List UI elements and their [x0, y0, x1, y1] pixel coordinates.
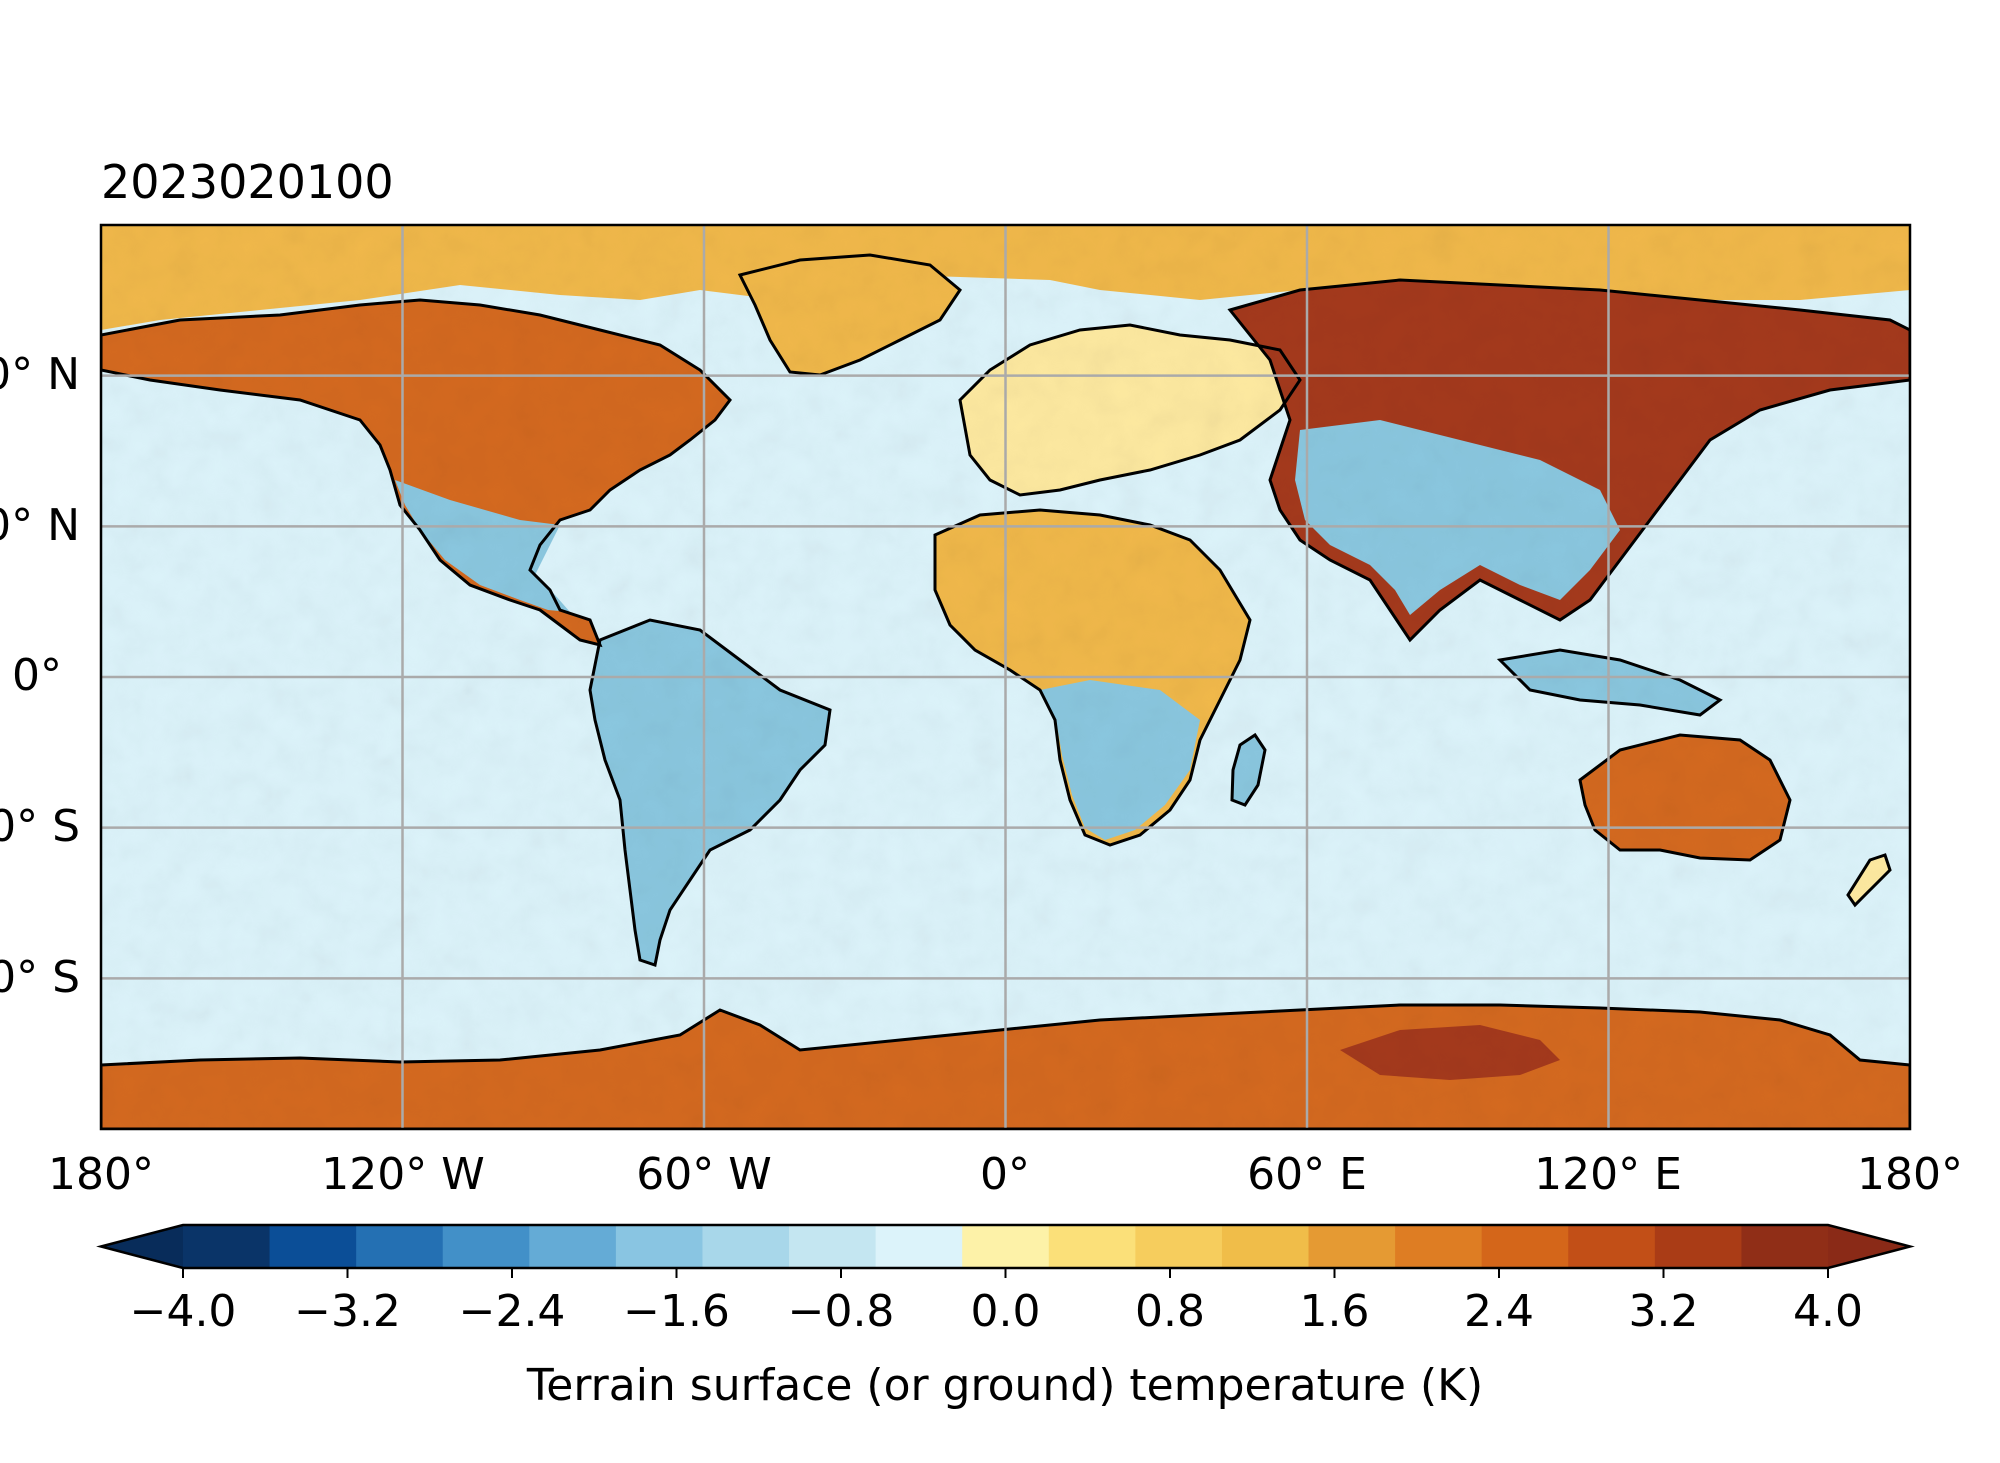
- lon-label-60e: 60° E: [1247, 1149, 1367, 1200]
- lon-label-120w: 120° W: [321, 1149, 484, 1200]
- colorbar-tick-label: 0.8: [1135, 1286, 1205, 1337]
- colorbar-segment: [1308, 1225, 1396, 1268]
- colorbar-tick-label: −3.2: [294, 1286, 401, 1337]
- longitude-labels: 180° 120° W 60° W 0° 60° E 120° E 180°: [48, 1149, 1963, 1200]
- colorbar-extend-max: [1828, 1225, 1910, 1268]
- lat-label-60n: 60° N: [0, 349, 80, 400]
- colorbar-tick-label: 2.4: [1464, 1286, 1534, 1337]
- colorbar-segment: [1654, 1225, 1743, 1268]
- colorbar-tick-label: −4.0: [130, 1286, 237, 1337]
- colorbar-segment: [1135, 1225, 1223, 1268]
- colorbar-segment: [1221, 1225, 1310, 1268]
- colorbar-tick-label: −0.8: [788, 1286, 895, 1337]
- coastline-north-america: [101, 298, 732, 648]
- colorbar-segment: [1481, 1225, 1569, 1268]
- colorbar-tick-label: 4.0: [1793, 1286, 1863, 1337]
- coastlines: [101, 253, 1910, 1129]
- colorbar-segment: [529, 1225, 617, 1268]
- colorbar-segment: [1395, 1225, 1483, 1268]
- colorbar-segment: [875, 1225, 963, 1268]
- colorbar-segment: [615, 1225, 704, 1268]
- colorbar-tick-label: 0.0: [971, 1286, 1041, 1337]
- lat-label-30n: 30° N: [0, 500, 80, 551]
- coastline-asia: [1227, 278, 1910, 643]
- lon-label-180w: 180°: [48, 1149, 154, 1200]
- map-title: 2023020100: [101, 155, 394, 209]
- colorbar-tick-label: 3.2: [1629, 1286, 1699, 1337]
- coastline-indonesia: [1496, 648, 1723, 717]
- colorbar-segment: [356, 1225, 444, 1268]
- colorbar-segment: [962, 1225, 1050, 1268]
- colorbar-ticks: −4.0 −3.2 −2.4 −1.6 −0.8 0.0 0.8 1.6 2.4 3.2 4.0: [130, 1268, 1863, 1337]
- colorbar-segment: [1741, 1225, 1829, 1268]
- colorbar-segment: [1568, 1225, 1656, 1268]
- colorbar-tick-label: −1.6: [623, 1286, 730, 1337]
- colorbar: [96, 1223, 1915, 1270]
- colorbar-tick-label: 1.6: [1300, 1286, 1370, 1337]
- lat-label-30s: 30° S: [0, 801, 80, 852]
- lat-label-0: 0°: [12, 650, 62, 701]
- colorbar-segment: [789, 1225, 877, 1268]
- colorbar-segment: [269, 1225, 357, 1268]
- colorbar-label: Terrain surface (or ground) temperature …: [526, 1360, 1483, 1411]
- colorbar-segment: [702, 1225, 790, 1268]
- lon-label-180e: 180°: [1857, 1149, 1963, 1200]
- colorbar-extend-min: [101, 1225, 183, 1268]
- latitude-labels: 60° N 30° N 0° 30° S 60° S: [0, 349, 80, 1003]
- coastline-australia: [1578, 733, 1792, 862]
- gridlines: [101, 225, 1910, 1129]
- coastline-greenland: [737, 253, 962, 377]
- lon-label-0: 0°: [980, 1149, 1030, 1200]
- coastline-africa: [933, 508, 1252, 847]
- colorbar-tick-label: −2.4: [459, 1286, 566, 1337]
- lon-label-60w: 60° W: [636, 1149, 771, 1200]
- coastline-europe: [958, 323, 1302, 497]
- lat-label-60s: 60° S: [0, 952, 80, 1003]
- coastline-south-america: [588, 618, 832, 967]
- coastline-antarctica: [101, 1003, 1910, 1129]
- coastline-madagascar: [1230, 732, 1267, 807]
- lon-label-120e: 120° E: [1534, 1149, 1682, 1200]
- coastline-new-zealand: [1846, 853, 1892, 908]
- map-frame: [99, 223, 1912, 1131]
- map-panel: [101, 225, 1910, 1129]
- colorbar-segment: [1048, 1225, 1136, 1268]
- colorbar-segment: [442, 1225, 530, 1268]
- colorbar-segment: [183, 1225, 271, 1268]
